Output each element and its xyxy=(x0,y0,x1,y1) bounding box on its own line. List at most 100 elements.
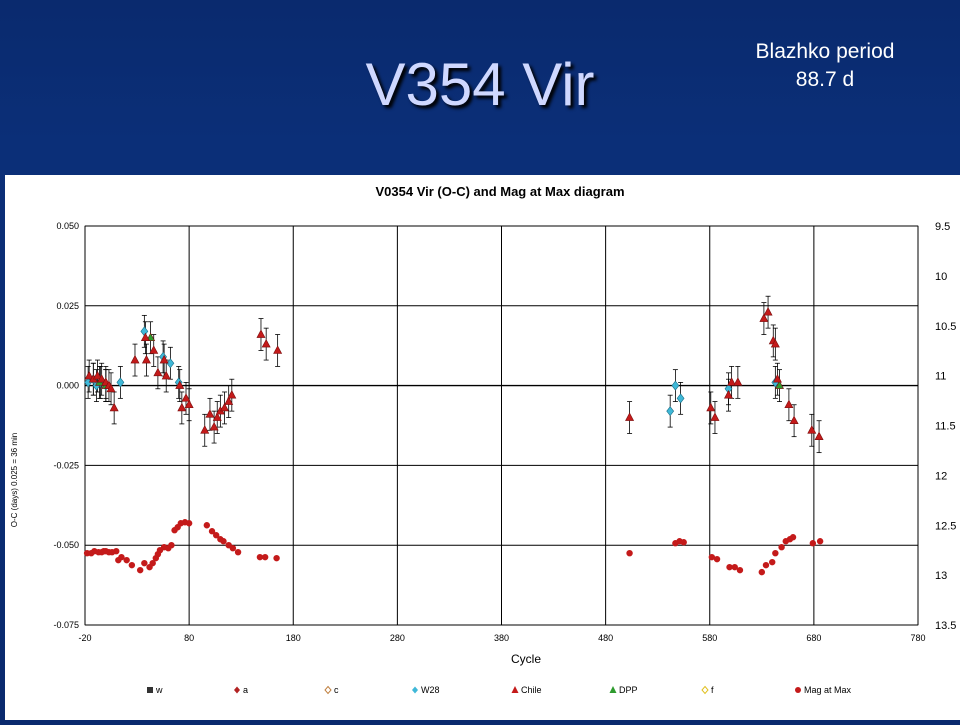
x-tick-label: 680 xyxy=(806,633,821,643)
data-point-mag-at-max xyxy=(128,561,136,569)
x-tick-label: 280 xyxy=(390,633,405,643)
y2-tick-label: 11 xyxy=(935,371,946,383)
legend-marker-w xyxy=(147,687,153,693)
y-tick-label: -0.075 xyxy=(53,620,79,630)
data-point-w28 xyxy=(116,377,125,388)
data-point-chile xyxy=(706,402,716,412)
data-point-w28 xyxy=(676,393,685,404)
data-point-mag-at-max xyxy=(758,568,766,576)
y2-tick-label: 12.5 xyxy=(935,520,956,532)
y-axis-label: O-C (days) 0.025 = 36 min xyxy=(10,433,19,527)
y2-tick-label: 10 xyxy=(935,271,947,283)
data-point-chile xyxy=(807,425,817,434)
data-point-mag-at-max xyxy=(816,538,824,545)
blazhko-note-line2: 88.7 d xyxy=(795,68,855,91)
y2-tick-label: 9.5 xyxy=(935,221,950,233)
data-point-mag-at-max xyxy=(261,553,269,561)
data-point-mag-at-max xyxy=(256,553,264,561)
data-point-chile xyxy=(140,332,150,342)
blazhko-note-line1: Blazhko period xyxy=(755,40,895,63)
data-point-chile xyxy=(84,370,94,380)
legend-label: Chile xyxy=(521,685,542,695)
data-point-mag-at-max xyxy=(185,520,193,527)
data-point-chile xyxy=(733,377,743,386)
data-point-chile xyxy=(770,338,780,348)
data-point-chile xyxy=(106,383,116,393)
data-point-chile xyxy=(200,425,210,434)
data-point-chile xyxy=(97,374,107,383)
data-point-chile xyxy=(723,390,733,399)
data-point-chile xyxy=(772,374,782,383)
legend-marker-dpp xyxy=(609,686,617,693)
data-point-chile xyxy=(763,307,773,316)
data-point-w28 xyxy=(666,406,675,417)
y2-tick-label: 12 xyxy=(935,470,947,482)
data-point-chile xyxy=(710,412,720,421)
data-point-chile xyxy=(159,354,169,364)
data-point-chile xyxy=(220,402,230,412)
data-point-chile xyxy=(212,412,222,421)
data-point-chile xyxy=(273,345,283,354)
x-tick-label: 780 xyxy=(910,633,925,643)
y2-tick-label: 13 xyxy=(935,570,947,582)
data-point-chile xyxy=(261,338,271,348)
data-point-chile xyxy=(727,377,737,386)
data-point-mag-at-max xyxy=(123,556,130,564)
slide-title: V354 Vir xyxy=(365,51,595,118)
data-point-mag-at-max xyxy=(229,544,237,552)
x-tick-label: -20 xyxy=(78,633,91,643)
legend-marker-a xyxy=(234,686,240,694)
legend-label: w xyxy=(155,685,163,695)
legend-label: W28 xyxy=(421,685,440,695)
oc-chart: V0354 Vir (O-C) and Mag at Max diagram C… xyxy=(10,184,956,695)
data-point-mag-at-max xyxy=(713,555,721,563)
y2-tick-label: 10.5 xyxy=(935,321,956,333)
data-point-mag-at-max xyxy=(220,538,227,545)
data-point-mag-at-max xyxy=(203,522,211,529)
legend-label: Mag at Max xyxy=(804,685,852,695)
x-tick-label: 580 xyxy=(702,633,717,643)
data-point-mag-at-max xyxy=(769,558,776,566)
x-tick-label: 480 xyxy=(598,633,613,643)
data-point-mag-at-max xyxy=(789,534,797,541)
data-point-mag-at-max xyxy=(113,547,120,555)
legend-marker-w28 xyxy=(412,686,418,694)
data-point-chile xyxy=(161,370,171,380)
legend-marker-f xyxy=(701,685,709,695)
data-point-mag-at-max xyxy=(762,561,770,569)
data-point-chile xyxy=(789,415,799,425)
legend-label: a xyxy=(243,685,248,695)
legend-marker-mag-at-max xyxy=(795,687,801,693)
data-point-chile xyxy=(224,396,234,405)
chart-panel: V0354 Vir (O-C) and Mag at Max diagram C… xyxy=(5,175,960,720)
data-point-chile xyxy=(759,313,769,322)
data-point-chile xyxy=(256,329,266,338)
data-point-mag-at-max xyxy=(208,528,216,535)
data-point-mag-at-max xyxy=(708,553,716,561)
data-point-chile xyxy=(177,402,187,412)
x-axis-label: Cycle xyxy=(511,652,541,666)
data-point-chile xyxy=(625,412,635,421)
legend-marker-chile xyxy=(511,686,519,693)
data-point-mag-at-max xyxy=(168,542,175,549)
data-point-mag-at-max xyxy=(772,549,779,557)
x-tick-label: 80 xyxy=(184,633,194,643)
data-point-chile xyxy=(130,354,140,364)
y-tick-label: -0.050 xyxy=(53,540,79,550)
blazhko-note: Blazhko period 88.7 d xyxy=(730,38,920,94)
data-point-chile xyxy=(184,399,194,409)
data-point-dpp xyxy=(775,380,785,389)
y2-tick-label: 11.5 xyxy=(935,421,956,433)
y-tick-label: -0.025 xyxy=(53,460,79,470)
y-tick-label: 0.000 xyxy=(56,381,79,391)
data-point-w28 xyxy=(671,380,680,391)
data-point-mag-at-max xyxy=(234,548,242,556)
legend-marker-c xyxy=(324,685,332,695)
data-point-chile xyxy=(181,393,191,402)
data-point-chile xyxy=(814,431,824,440)
data-point-mag-at-max xyxy=(118,553,125,561)
data-point-chile xyxy=(205,409,215,418)
data-point-mag-at-max xyxy=(273,554,280,562)
data-point-chile xyxy=(149,345,159,354)
y-tick-label: 0.050 xyxy=(56,221,79,231)
